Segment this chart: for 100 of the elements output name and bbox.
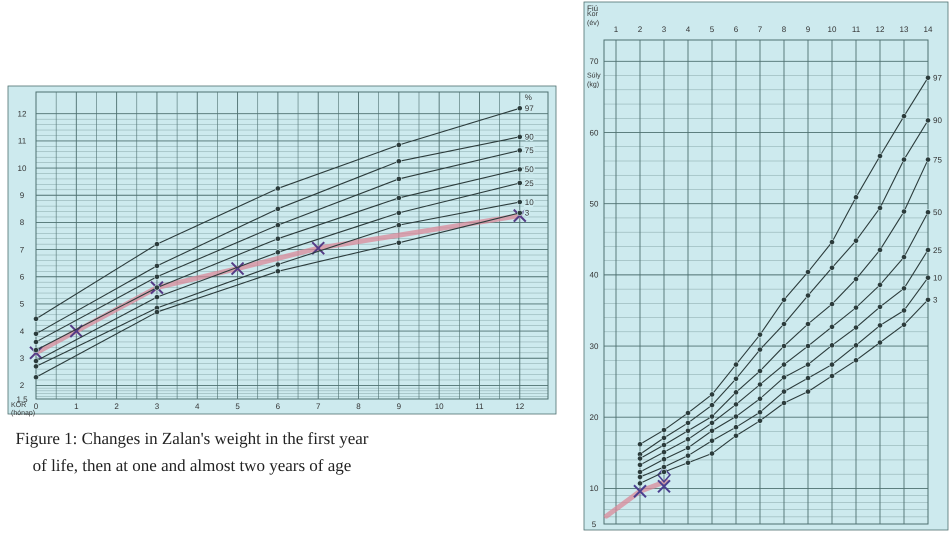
series-label: 97 [524,104,534,114]
point [877,304,883,310]
point [805,269,811,275]
point [396,222,402,228]
x-tick-label: 6 [734,25,739,34]
x-tick-label: 3 [662,25,667,34]
point [757,368,763,374]
point [877,322,883,328]
point [853,194,859,200]
point [805,292,811,298]
caption: Figure 1: Changes in Zalan's weight in the first year of life, then at one and almost two years of age [16,429,369,475]
series-label: 3 [524,208,530,218]
point [661,434,667,441]
point [685,460,691,466]
y-tick-label: 10 [590,484,599,494]
series-label: 90 [933,116,942,126]
point [661,464,667,470]
point [781,343,787,349]
point [901,113,907,120]
y-tick-label: 4 [20,326,25,336]
series-label: 90 [524,132,534,142]
point [516,105,523,112]
point [661,456,667,462]
point [901,286,907,292]
point [925,274,931,281]
x-tick-label: 4 [195,402,200,411]
y-tick-label: 60 [590,128,599,138]
series-label: 50 [933,208,942,218]
point [925,118,931,124]
point [637,441,643,448]
point [757,346,763,353]
x-tick-label: 14 [924,25,933,34]
point [274,262,281,268]
point [805,362,811,368]
y-tick-label: 20 [590,413,599,422]
point [154,241,160,248]
x-tick-label: 1 [74,402,80,411]
point [733,362,739,368]
point [781,374,787,380]
point [396,142,402,148]
series-label: 97 [933,74,942,83]
point [396,158,402,164]
point [925,247,931,253]
x-tick-label: 10 [828,25,837,34]
point [853,342,859,348]
point [154,309,160,315]
point [829,373,835,379]
x-tick-label: 10 [434,402,444,411]
point [829,301,835,307]
point [274,186,281,192]
point [877,153,883,159]
point [154,262,160,269]
point [901,208,907,214]
point [781,388,787,395]
point [396,240,402,246]
point [33,347,39,353]
point [853,357,859,364]
point [805,343,811,349]
point [33,358,39,364]
point [33,316,39,322]
y-tick-label: 10 [18,164,27,173]
x-tick-label: 11 [475,402,484,411]
point [757,409,763,416]
point [901,322,907,328]
point [685,420,691,426]
x-tick-label: 2 [638,25,643,34]
x-tick-label: 3 [154,402,160,411]
point [516,148,523,154]
point [33,374,39,380]
point [709,438,715,444]
point [396,176,402,182]
point [805,321,811,327]
y-tick-label: 30 [590,342,599,351]
series-label: 10 [933,274,942,283]
point [781,362,787,368]
series-label: 25 [933,246,942,255]
series-label: 25 [524,178,534,188]
point [661,427,667,433]
point [396,195,402,201]
point [733,376,739,382]
point [853,238,859,244]
point [154,274,160,280]
point [781,296,787,303]
x-tick-label: 11 [852,25,861,34]
point [685,444,691,451]
point [637,469,643,475]
point [733,414,739,420]
point [657,467,671,483]
point [709,450,715,456]
point [709,392,715,398]
x-tick-label: 8 [782,25,787,34]
x-tick-label: 7 [758,25,763,34]
y-tick-label: 11 [18,136,27,146]
x-tick-label: 0 [34,402,39,411]
y-tick-label: 50 [590,200,599,209]
y-tick-label: 9 [20,191,25,200]
point [925,209,931,216]
point [709,420,715,426]
point [829,362,835,368]
point [901,156,907,162]
